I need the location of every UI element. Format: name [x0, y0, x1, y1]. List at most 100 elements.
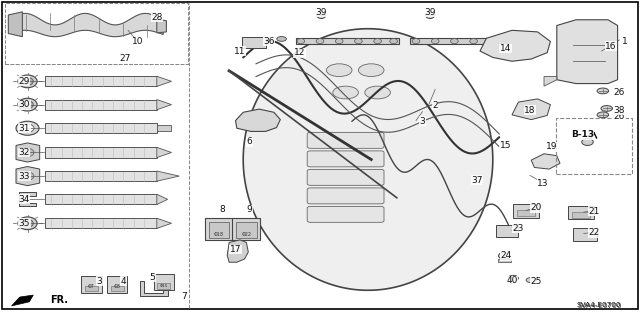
Text: 16: 16	[605, 42, 617, 51]
Ellipse shape	[358, 64, 384, 77]
Bar	[242, 37, 266, 48]
Text: 34: 34	[19, 195, 30, 204]
Text: 20: 20	[531, 204, 542, 212]
Text: 8: 8	[220, 205, 225, 214]
Text: 37: 37	[471, 176, 483, 185]
Bar	[157, 283, 170, 289]
FancyBboxPatch shape	[307, 206, 384, 222]
Ellipse shape	[470, 39, 477, 44]
Ellipse shape	[18, 98, 37, 111]
Polygon shape	[512, 99, 550, 120]
Text: 21: 21	[588, 207, 600, 216]
Bar	[45, 171, 157, 181]
Bar	[45, 100, 157, 110]
Polygon shape	[480, 30, 550, 61]
Bar	[209, 222, 229, 238]
Ellipse shape	[18, 217, 37, 230]
Ellipse shape	[390, 39, 397, 44]
FancyBboxPatch shape	[307, 169, 384, 185]
Text: 2: 2	[433, 101, 438, 110]
Bar	[568, 206, 594, 219]
Text: 5: 5	[150, 273, 155, 282]
Polygon shape	[544, 77, 557, 86]
FancyBboxPatch shape	[307, 132, 384, 148]
Ellipse shape	[582, 138, 593, 145]
Bar	[496, 225, 518, 237]
Bar	[5, 3, 188, 64]
Text: 22: 22	[588, 228, 600, 237]
Text: 3: 3	[97, 277, 102, 286]
Text: 38: 38	[614, 106, 625, 115]
Text: 1: 1	[622, 37, 627, 46]
Bar	[236, 222, 257, 238]
Ellipse shape	[22, 77, 33, 85]
Text: 14: 14	[500, 44, 511, 53]
Text: SVA4-E0700: SVA4-E0700	[577, 302, 621, 308]
Ellipse shape	[374, 39, 381, 44]
Polygon shape	[227, 240, 248, 262]
Polygon shape	[157, 76, 172, 86]
Polygon shape	[12, 295, 33, 306]
Bar	[410, 38, 486, 44]
Ellipse shape	[365, 86, 390, 99]
Text: 19: 19	[546, 142, 557, 151]
Text: Φ22: Φ22	[241, 232, 252, 237]
Text: 10: 10	[132, 37, 143, 46]
Ellipse shape	[21, 172, 34, 180]
Text: 11: 11	[234, 47, 246, 56]
Ellipse shape	[355, 39, 362, 44]
Bar	[517, 210, 535, 216]
Ellipse shape	[431, 39, 439, 44]
Text: 6: 6	[247, 137, 252, 146]
Polygon shape	[140, 281, 168, 296]
Bar	[45, 194, 157, 204]
Text: 9: 9	[247, 205, 252, 214]
Text: B-13: B-13	[571, 130, 594, 139]
Polygon shape	[157, 194, 168, 204]
Ellipse shape	[317, 12, 326, 19]
Text: 3: 3	[420, 117, 425, 126]
Polygon shape	[531, 154, 560, 169]
FancyBboxPatch shape	[307, 188, 384, 204]
Polygon shape	[243, 29, 493, 290]
Polygon shape	[19, 192, 36, 206]
Ellipse shape	[597, 88, 609, 94]
Ellipse shape	[16, 121, 39, 135]
Bar	[572, 212, 590, 218]
Polygon shape	[8, 12, 22, 37]
Ellipse shape	[18, 75, 37, 88]
Bar	[513, 204, 539, 218]
Bar	[573, 228, 597, 241]
Ellipse shape	[508, 275, 518, 281]
Text: 13: 13	[537, 179, 548, 188]
Text: 31: 31	[19, 124, 30, 133]
Text: 18: 18	[524, 106, 536, 115]
Bar	[205, 218, 233, 240]
Text: 32: 32	[19, 148, 30, 157]
Text: 26: 26	[614, 88, 625, 97]
Text: Φ18: Φ18	[214, 232, 224, 237]
Text: 23: 23	[513, 224, 524, 233]
Ellipse shape	[499, 252, 510, 259]
Ellipse shape	[316, 39, 324, 44]
Bar	[45, 147, 157, 158]
Polygon shape	[498, 259, 511, 262]
Text: 25: 25	[531, 277, 542, 286]
Text: 12: 12	[294, 48, 305, 57]
Text: 28: 28	[151, 13, 163, 22]
Bar	[154, 274, 174, 290]
Bar	[111, 286, 124, 291]
Text: Φ7: Φ7	[88, 284, 95, 289]
Text: 15: 15	[500, 141, 511, 150]
Ellipse shape	[451, 39, 458, 44]
Text: 24: 24	[500, 251, 511, 260]
Ellipse shape	[21, 124, 34, 132]
Ellipse shape	[601, 106, 612, 111]
Ellipse shape	[526, 278, 536, 283]
Polygon shape	[157, 100, 172, 110]
Bar	[232, 218, 260, 240]
Ellipse shape	[22, 219, 33, 227]
Ellipse shape	[297, 39, 305, 44]
Bar	[85, 286, 98, 291]
Bar	[107, 276, 127, 293]
